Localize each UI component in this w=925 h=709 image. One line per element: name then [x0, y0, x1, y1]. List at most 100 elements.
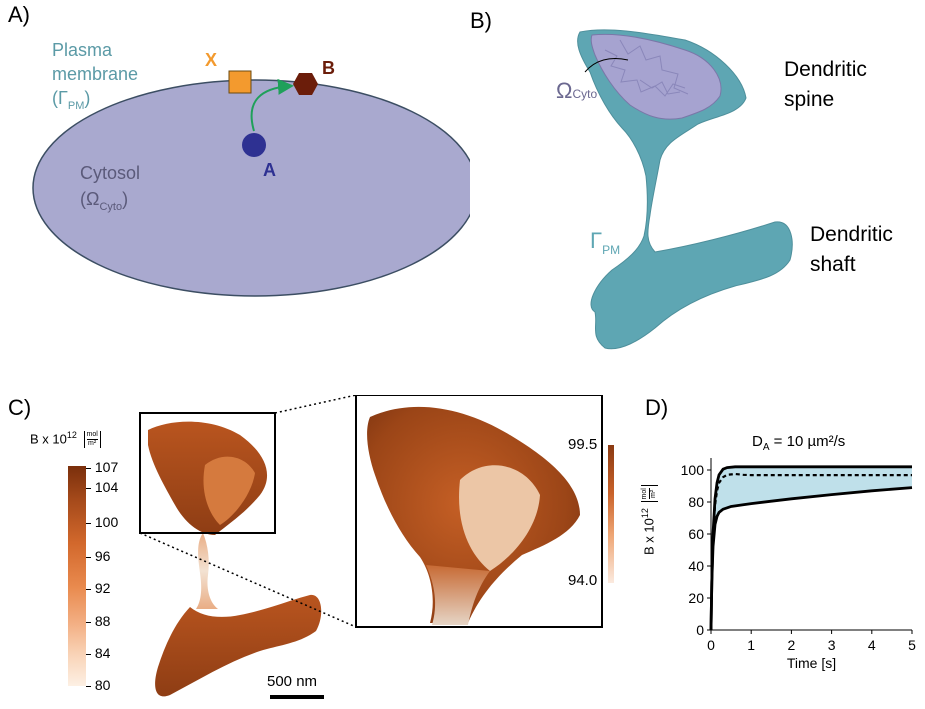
- spine-line1: Dendritic: [784, 58, 867, 81]
- ylabel-unit-den: m²: [650, 489, 658, 498]
- ylabel-exp: 12: [640, 508, 650, 519]
- omega-symbol-b: Ω: [556, 78, 573, 103]
- colorbar-ticks: 107 104 100 96 92 88 84 80: [86, 460, 126, 692]
- inset-max-label: 99.5: [568, 436, 598, 453]
- membrane-label: Plasma membrane (ΓPM): [52, 38, 138, 118]
- ylabel-unit: mol m²: [641, 485, 659, 503]
- colorbar-tick: 84: [86, 646, 110, 660]
- omega-cyto-label: ΩCyto: [556, 78, 597, 104]
- omega-symbol: (Ω: [80, 189, 100, 209]
- panel-b-letter: B): [470, 8, 492, 33]
- panel-a-cell-diagram: [32, 70, 470, 297]
- dendrite-neck: [196, 533, 218, 609]
- colorbar-tick: 100: [86, 515, 118, 529]
- omega-sub: Cyto: [99, 201, 123, 213]
- colorbar-title: B x 1012 mol m²: [30, 430, 101, 449]
- x-tick-label: 4: [868, 637, 876, 653]
- gamma-symbol-b: Γ: [590, 228, 603, 253]
- shaft-line2: shaft: [810, 253, 856, 276]
- species-x-square: [228, 70, 252, 94]
- species-x-label: X: [205, 50, 218, 70]
- spine-line2: spine: [784, 88, 835, 111]
- x-tick-label: 2: [788, 637, 796, 653]
- inset-min-label: 94.0: [568, 572, 598, 589]
- colorbar-tick: 96: [86, 549, 110, 563]
- colorbar-tick: 107: [86, 460, 118, 474]
- dendrite-head-bump: [203, 456, 255, 525]
- panel-a-letter: A): [8, 2, 30, 27]
- ylabel-unit-num: mol: [641, 488, 651, 500]
- cyto-texture: [604, 39, 689, 97]
- zoom-line-bottom: [139, 532, 357, 628]
- colorbar-tick-label: 104: [94, 479, 119, 495]
- ylabel-text: B x 10: [641, 518, 657, 555]
- cytosol-line1: Cytosol: [80, 163, 141, 183]
- species-a-label: A: [263, 160, 276, 180]
- y-tick-label: 0: [696, 622, 704, 638]
- colorbar-unit-den: m²: [88, 440, 97, 448]
- membrane-line1: Plasma: [52, 40, 113, 60]
- cytosol-label: Cytosol (ΩCyto): [80, 160, 140, 220]
- x-tick-label: 0: [707, 637, 715, 653]
- gamma-close: ): [84, 88, 91, 108]
- omega-sub-b: Cyto: [572, 87, 598, 101]
- shaft-label: Dendritic shaft: [810, 220, 893, 280]
- membrane-symbol: (ΓPM): [52, 86, 138, 118]
- panel-b-dendrite-render: [577, 29, 793, 350]
- panel-d-chart: 0 20 40 60 80 100 0 1 2 3 4 5 Time [s]: [681, 458, 916, 671]
- colorbar-title-text: B x 10: [30, 431, 67, 447]
- panel-c-render: [139, 395, 603, 699]
- colorbar-tick-label: 100: [94, 514, 119, 530]
- dendrite-shaft: [155, 594, 322, 697]
- y-tick-label: 20: [688, 590, 704, 606]
- species-b-label: B: [322, 58, 335, 78]
- colorbar-tick-label: 88: [94, 613, 111, 629]
- omega-close: ): [122, 189, 129, 209]
- inset-colorbar: [608, 445, 614, 583]
- species-b-hexagon: [293, 73, 318, 95]
- x-axis-label: Time [s]: [787, 655, 836, 671]
- y-tick-label: 80: [688, 494, 704, 510]
- shaft-line1: Dendritic: [810, 223, 893, 246]
- colorbar-unit-num: mol: [86, 431, 98, 441]
- colorbar-tick-label: 84: [94, 645, 111, 661]
- colorbar-tick: 92: [86, 581, 110, 595]
- y-tick-label: 60: [688, 526, 704, 542]
- chart-ylabel: B x 1012 mol m²: [640, 485, 659, 555]
- colorbar-exp: 12: [66, 430, 77, 440]
- panel-c-letter: C): [8, 395, 32, 420]
- colorbar-unit: mol m²: [83, 431, 101, 449]
- spine-label: Dendritic spine: [784, 55, 867, 115]
- species-a-circle: [242, 133, 266, 157]
- reaction-arrow: [250, 78, 294, 132]
- panel-d-letter: D): [645, 395, 669, 420]
- scalebar-label: 500 nm: [267, 673, 318, 690]
- y-tick-label: 40: [688, 558, 704, 574]
- chart-title-sub: A: [762, 442, 770, 453]
- gamma-sub-b: PM: [602, 243, 621, 257]
- x-tick-label: 3: [828, 637, 836, 653]
- cytosol-ellipse: [32, 79, 470, 297]
- membrane-line2: membrane: [52, 64, 139, 84]
- chart-title-rest: = 10 µm²/s: [769, 433, 846, 450]
- cytosol-symbol: (ΩCyto): [80, 186, 140, 220]
- series-line-2: [709, 486, 913, 631]
- omega-pointer: [584, 58, 629, 73]
- inset-neck: [426, 565, 490, 625]
- gamma-symbol: (Γ: [52, 88, 68, 108]
- x-tick-label: 5: [908, 637, 916, 653]
- zoom-line-top: [274, 395, 357, 414]
- chart-title-d: D: [752, 433, 763, 450]
- inset-bump: [459, 465, 540, 571]
- gamma-pm-label: ΓPM: [590, 228, 620, 257]
- colorbar-tick-label: 96: [94, 548, 111, 564]
- gamma-sub: PM: [67, 100, 85, 112]
- x-tick-label: 1: [747, 637, 755, 653]
- zoom-box: [139, 412, 276, 534]
- colorbar-gradient: [68, 466, 86, 686]
- y-tick-label: 100: [681, 462, 705, 478]
- dendrite-surface: [577, 29, 793, 350]
- band-fill: [711, 466, 912, 630]
- colorbar-tick-label: 80: [94, 677, 111, 693]
- colorbar-tick: 88: [86, 614, 110, 628]
